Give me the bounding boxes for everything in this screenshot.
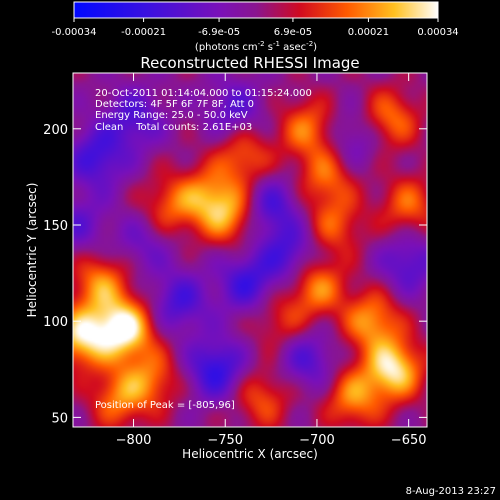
- colorbar-tick-label: -0.00034: [52, 27, 97, 38]
- colorbar-tick-label: 0.00034: [417, 27, 458, 38]
- colorbar-gradient: [74, 2, 438, 18]
- x-tick-label: −750: [207, 433, 243, 448]
- plot-area: −800 −750 −700 −650 50 100 150 200: [43, 72, 428, 448]
- colorbar-tick-label: -6.9e-05: [198, 27, 240, 38]
- info-line-counts: Clean Total counts: 2.61E+03: [95, 122, 252, 133]
- y-tick-label: 150: [43, 219, 68, 234]
- info-line-detectors: Detectors: 4F 5F 6F 7F 8F, Att 0: [95, 99, 254, 110]
- colorbar-ticks: -0.00034 -0.00021 -6.9e-05 6.9e-05 0.00021 0.…: [52, 18, 459, 38]
- axis-ticks: −800 −750 −700 −650 50 100 150 200: [43, 73, 427, 448]
- x-tick-label: −700: [299, 433, 335, 448]
- y-tick-label: 200: [43, 123, 68, 138]
- x-axis-label: Heliocentric X (arcsec): [182, 447, 318, 461]
- colorbar-tick-label: 0.00021: [348, 27, 389, 38]
- y-axis-label: Heliocentric Y (arcsec): [25, 183, 39, 318]
- chart-title: Reconstructed RHESSI Image: [140, 54, 359, 72]
- x-tick-label: −800: [116, 433, 152, 448]
- footer-date: 8-Aug-2013 23:27: [406, 486, 496, 497]
- info-line-energy: Energy Range: 25.0 - 50.0 keV: [95, 110, 248, 121]
- colorbar-tick-label: -0.00021: [121, 27, 166, 38]
- peak-position-label: Position of Peak = [-805,96]: [95, 400, 235, 411]
- plot-frame: [72, 72, 428, 428]
- heatmap-image: [73, 73, 427, 427]
- info-line-time: 20-Oct-2011 01:14:04.000 to 01:15:24.000: [95, 88, 312, 99]
- y-tick-label: 100: [43, 315, 68, 330]
- colorbar-frame: [73, 1, 439, 19]
- colorbar-tick-label: 6.9e-05: [274, 27, 312, 38]
- colorbar: -0.00034 -0.00021 -6.9e-05 6.9e-05 0.00021 0.…: [52, 1, 459, 53]
- heatmap-raster: [73, 73, 427, 427]
- x-tick-label: −650: [391, 433, 427, 448]
- colorbar-units: (photons cm-2 s-1 asec-2): [195, 40, 317, 53]
- info-annotation: 20-Oct-2011 01:14:04.000 to 01:15:24.000…: [95, 88, 312, 411]
- y-tick-label: 50: [51, 411, 68, 426]
